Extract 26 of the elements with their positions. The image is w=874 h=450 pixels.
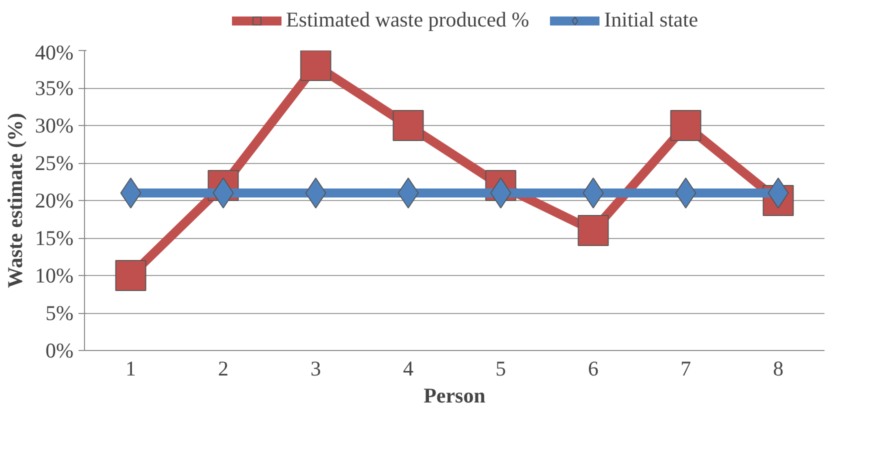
y-tick-label: 10%	[35, 264, 74, 288]
point	[300, 50, 332, 81]
point	[115, 260, 146, 291]
y-tick-label: 25%	[35, 151, 74, 175]
y-tick-label: 15%	[35, 226, 74, 250]
point	[670, 110, 702, 141]
x-axis-title: Person	[424, 384, 486, 408]
x-tick-label: 7	[680, 356, 691, 380]
point	[392, 110, 424, 141]
x-tick-label: 8	[773, 356, 784, 380]
y-tick-label: 5%	[46, 301, 74, 325]
y-axis-title: Waste estimate (%)	[3, 113, 28, 288]
x-tick-label: 6	[588, 356, 598, 380]
y-tick-label: 0%	[46, 338, 74, 362]
x-tick-label: 2	[218, 356, 228, 380]
x-tick-label: 4	[403, 356, 414, 380]
legend-label: Estimated waste produced %	[286, 8, 530, 32]
y-tick-label: 35%	[35, 76, 74, 100]
point	[578, 215, 609, 246]
y-tick-label: 40%	[35, 40, 74, 64]
y-tick-label: 30%	[35, 114, 74, 138]
y-tick-label: 20%	[35, 188, 74, 212]
x-tick-label: 1	[126, 356, 136, 380]
x-tick-label: 3	[310, 356, 321, 380]
legend-label: Initial state	[604, 8, 698, 32]
x-tick-label: 5	[496, 356, 506, 380]
